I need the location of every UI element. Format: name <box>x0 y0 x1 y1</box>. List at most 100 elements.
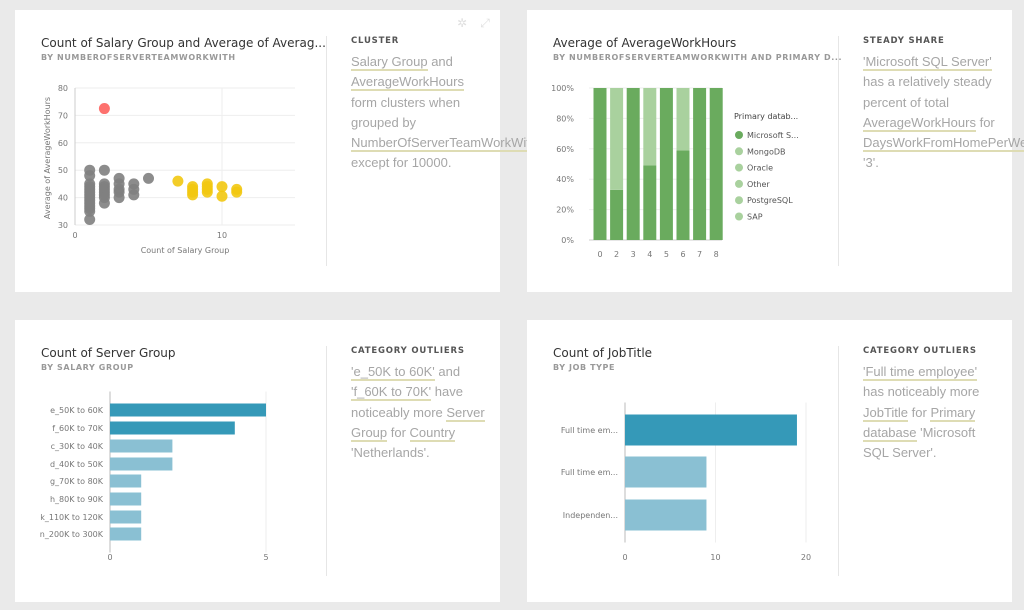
y-tick-label: 50 <box>58 166 68 175</box>
y-tick-label: 60 <box>58 139 68 148</box>
bar <box>110 439 173 453</box>
insight-field-link[interactable]: 'Microsoft SQL Server' <box>863 54 992 71</box>
bar-segment <box>643 88 657 166</box>
y-tick-label: 100% <box>551 84 574 93</box>
insight-type: CLUSTER <box>351 36 400 46</box>
data-point-main <box>143 172 154 184</box>
x-tick-label: 10 <box>710 553 720 562</box>
insight-card-steady-share[interactable]: Average of AverageWorkHours BY NUMBEROFS… <box>527 10 1024 292</box>
insight-field-link[interactable]: Primary database <box>863 404 976 442</box>
data-point-main <box>98 164 110 176</box>
insight-field-link[interactable]: Country <box>409 424 456 442</box>
legend-marker <box>735 147 743 156</box>
legend-marker <box>735 179 743 188</box>
x-tick-label: 0 <box>597 250 602 259</box>
bar <box>110 474 142 488</box>
bar-segment <box>610 189 624 240</box>
bar-segment <box>709 88 723 240</box>
insight-type: CATEGORY OUTLIERS <box>863 346 977 356</box>
category-label: Independen... <box>563 511 618 520</box>
y-axis-title: Average of AverageWorkHours <box>43 97 52 219</box>
bar <box>110 457 173 471</box>
insight-field-link[interactable]: 'e_50K to 60K' <box>351 364 435 381</box>
legend-item: Other <box>747 180 770 189</box>
x-tick-label: 20 <box>801 553 811 562</box>
legend-item: Microsoft S... <box>747 131 799 140</box>
insight-field-link[interactable]: AverageWorkHours <box>351 74 464 92</box>
chart-title: Average of AverageWorkHours <box>553 36 737 50</box>
legend-marker <box>735 131 743 139</box>
bar <box>625 456 707 488</box>
chart-title: Count of Server Group <box>41 346 176 360</box>
pin-icon[interactable]: ✲ <box>456 16 468 30</box>
insight-card-category-outliers-salary[interactable]: Count of Server Group BY SALARY GROUP 0 5… <box>15 320 500 602</box>
x-tick-label: 3 <box>631 250 636 259</box>
insight-type: STEADY SHARE <box>863 36 945 46</box>
insight-field-link[interactable]: 'f_60K to 70K' <box>351 384 432 402</box>
legend-item: Oracle <box>747 164 773 173</box>
insight-field-link[interactable]: JobTitle <box>863 404 909 422</box>
insight-text: Salary Group and AverageWorkHours form c… <box>351 52 538 174</box>
data-point-cluster <box>187 189 199 201</box>
bar-segment <box>610 88 624 190</box>
category-label: d_40K to 50K <box>50 460 104 469</box>
chart-title: Count of JobTitle <box>553 346 653 360</box>
bar <box>110 492 142 506</box>
category-label: g_70K to 80K <box>50 477 104 486</box>
bar-segment <box>676 88 690 151</box>
horizontal-bar-chart: 0 10 20 Full time em... Full time em... Indep… <box>561 402 811 562</box>
insight-type: CATEGORY OUTLIERS <box>351 346 465 356</box>
x-tick-label: 6 <box>680 250 685 259</box>
category-label: Full time em... <box>561 468 618 477</box>
bar <box>110 403 266 417</box>
legend-marker <box>735 212 743 221</box>
insight-field-link[interactable]: Server Group <box>351 404 485 442</box>
bar <box>625 499 707 531</box>
bar-segment <box>593 88 607 240</box>
divider <box>326 36 327 266</box>
data-point-cluster <box>231 186 243 198</box>
insight-text: 'Full time employee' has noticeably more… <box>863 362 998 463</box>
y-tick-label: 40% <box>556 175 574 184</box>
insight-card-cluster[interactable]: ✲ ⤢ Count of Salary Group and Average of… <box>15 10 538 292</box>
category-label: f_60K to 70K <box>52 424 104 433</box>
insight-text-segment: 'Microsoft SQL Server'. <box>863 424 976 461</box>
x-tick-label: 0 <box>72 231 77 240</box>
divider <box>326 346 327 576</box>
bar-segment <box>676 150 690 240</box>
insight-field-link[interactable]: NumberOfServerTeamWorkWith <box>351 135 538 153</box>
bar-segment <box>643 165 657 240</box>
insight-field-link[interactable]: 'Full time employee' <box>863 364 978 381</box>
y-tick-label: 60% <box>556 145 574 154</box>
legend-item: MongoDB <box>747 147 786 156</box>
insight-text-segment: for <box>387 424 410 440</box>
legend-title: Primary datab... <box>734 112 798 121</box>
insight-text-segment: for <box>975 114 995 130</box>
bar-segment <box>659 88 673 240</box>
bar <box>110 421 235 435</box>
insight-field-link[interactable]: AverageWorkHours <box>863 114 976 132</box>
expand-icon[interactable]: ⤢ <box>480 16 490 30</box>
data-point-main <box>84 205 96 217</box>
insight-text: 'e_50K to 60K' and 'f_60K to 70K' have n… <box>351 362 486 463</box>
insight-field-link[interactable]: Salary Group <box>351 54 428 71</box>
category-label: c_30K to 40K <box>51 442 104 451</box>
insight-text-segment: '3'. <box>863 155 879 171</box>
x-tick-label: 7 <box>697 250 702 259</box>
x-tick-label: 2 <box>614 250 619 259</box>
insight-text-segment: except for 10000. <box>351 155 452 171</box>
insight-field-link[interactable]: DaysWorkFromHomePerWeek <box>863 135 1024 153</box>
scatter-chart: 30 40 50 60 70 80 0 10 Count of Salary Group Aver… <box>43 84 295 255</box>
insight-text-segment: has a relatively steady percent of total <box>863 74 992 110</box>
insight-text: 'Microsoft SQL Server' has a relatively … <box>863 52 1024 174</box>
bar <box>110 510 142 524</box>
insight-card-category-outliers-job[interactable]: Count of JobTitle BY JOB TYPE 0 10 20 Full … <box>527 320 1012 602</box>
bar <box>110 527 142 541</box>
data-point-main <box>84 170 96 182</box>
insight-text-segment: have noticeably more <box>351 384 463 420</box>
category-label: n_200K to 300K <box>40 530 104 539</box>
legend-marker <box>735 163 743 172</box>
x-tick-label: 4 <box>647 250 652 259</box>
insight-text-segment: and <box>434 364 461 379</box>
chart-subtitle: BY SALARY GROUP <box>41 363 134 372</box>
